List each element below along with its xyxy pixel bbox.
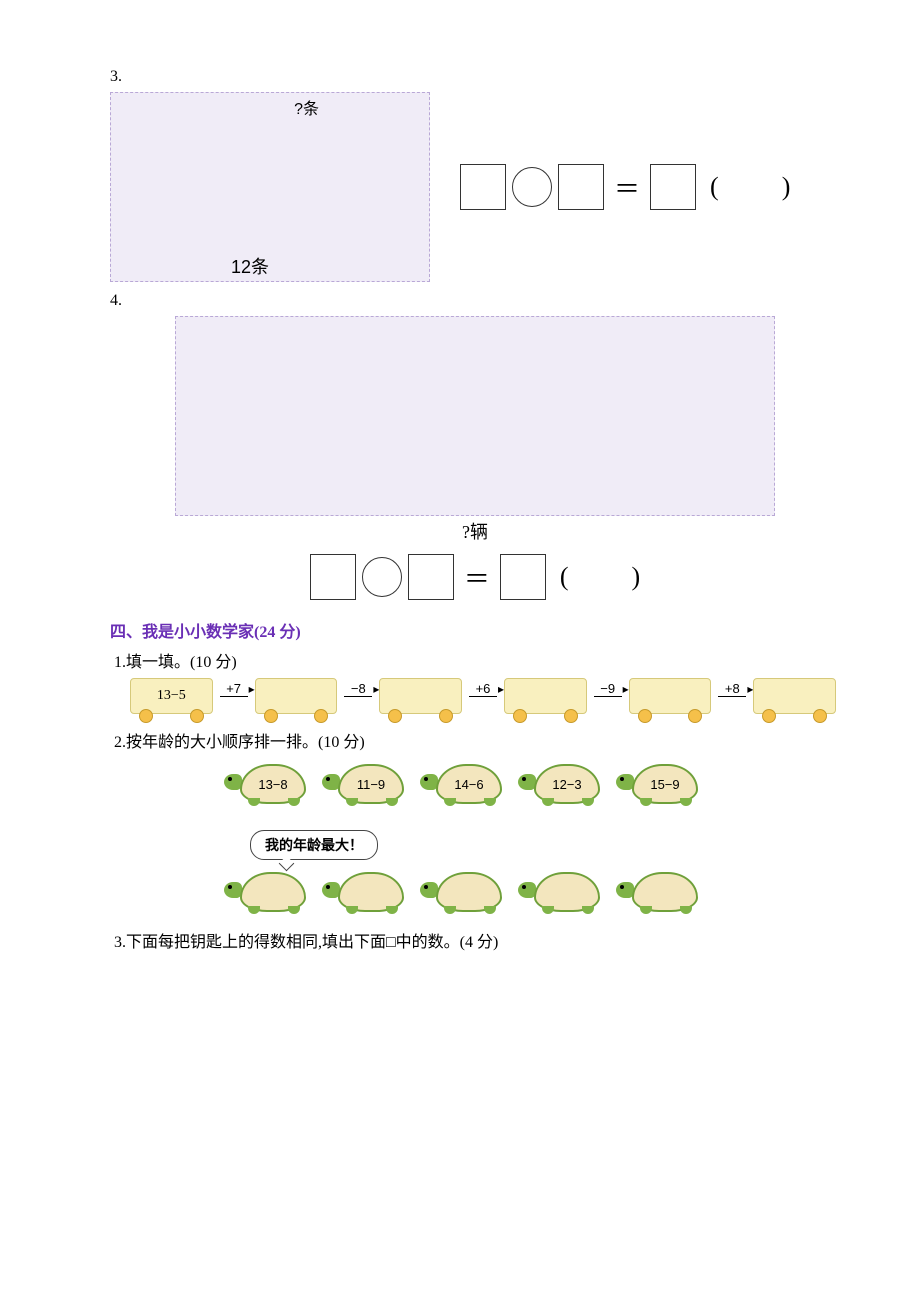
operand-box[interactable]: [460, 164, 506, 210]
q4-figure: [175, 316, 775, 516]
turtle-blank[interactable]: .: [524, 866, 604, 912]
turtle: 12−3: [524, 758, 604, 804]
q4-block: ?辆 ＝ ( ): [110, 316, 840, 600]
train-car-blank[interactable]: [255, 678, 338, 714]
turtle: 15−9: [622, 758, 702, 804]
arrow-icon: ▸: [249, 682, 255, 697]
section-4-title: 四、我是小小数学家(24 分): [110, 618, 840, 642]
train-car-start: 13−5: [130, 678, 213, 714]
train-car-blank[interactable]: [379, 678, 462, 714]
s4-q1-label: 1.填一填。(10 分): [114, 648, 840, 672]
turtle-row-given: 13−8 11−9 14−6 12−3 15−9: [230, 758, 840, 804]
q3-top-label: ?条: [294, 95, 319, 119]
unit-paren[interactable]: ( ): [710, 172, 790, 202]
train-row: 13−5 +7▸ −8▸ +6▸ −9▸ +8▸: [130, 678, 840, 714]
q3-row: ?条 12条 ＝ ( ): [110, 92, 840, 282]
q4-bottom-label: ?辆: [462, 518, 488, 544]
train-op: −9: [594, 681, 622, 697]
result-box[interactable]: [500, 554, 546, 600]
s4-q2-label: 2.按年龄的大小顺序排一排。(10 分): [114, 728, 840, 752]
turtle: 13−8: [230, 758, 310, 804]
equals-sign: ＝: [464, 559, 490, 596]
train-car-blank[interactable]: [753, 678, 836, 714]
train-op: −8: [344, 681, 372, 697]
turtle-blank[interactable]: .: [622, 866, 702, 912]
turtle: 11−9: [328, 758, 408, 804]
arrow-icon: ▸: [623, 682, 629, 697]
operator-circle[interactable]: [362, 557, 402, 597]
train-car-blank[interactable]: [629, 678, 712, 714]
operand-box[interactable]: [310, 554, 356, 600]
turtle: 14−6: [426, 758, 506, 804]
equals-sign: ＝: [614, 169, 640, 206]
q3-equation: ＝ ( ): [460, 164, 790, 210]
train-op: +7: [220, 681, 248, 697]
operand-box[interactable]: [558, 164, 604, 210]
operator-circle[interactable]: [512, 167, 552, 207]
unit-paren[interactable]: ( ): [560, 562, 640, 592]
train-car-blank[interactable]: [504, 678, 587, 714]
turtle-row-blank: . . . . .: [230, 866, 840, 912]
turtle-blank[interactable]: .: [328, 866, 408, 912]
turtle-blank[interactable]: .: [426, 866, 506, 912]
operand-box[interactable]: [408, 554, 454, 600]
q3-figure: ?条 12条: [110, 92, 430, 282]
s4-q3-label: 3.下面每把钥匙上的得数相同,填出下面□中的数。(4 分): [114, 928, 840, 952]
train-op: +8: [718, 681, 746, 697]
result-box[interactable]: [650, 164, 696, 210]
question-number-4: 4.: [110, 292, 840, 310]
turtle-blank[interactable]: .: [230, 866, 310, 912]
q4-equation: ＝ ( ): [310, 554, 640, 600]
speech-bubble: 我的年龄最大！: [250, 830, 378, 860]
question-number-3: 3.: [110, 68, 840, 86]
q3-bottom-label: 12条: [231, 253, 269, 279]
train-op: +6: [469, 681, 497, 697]
